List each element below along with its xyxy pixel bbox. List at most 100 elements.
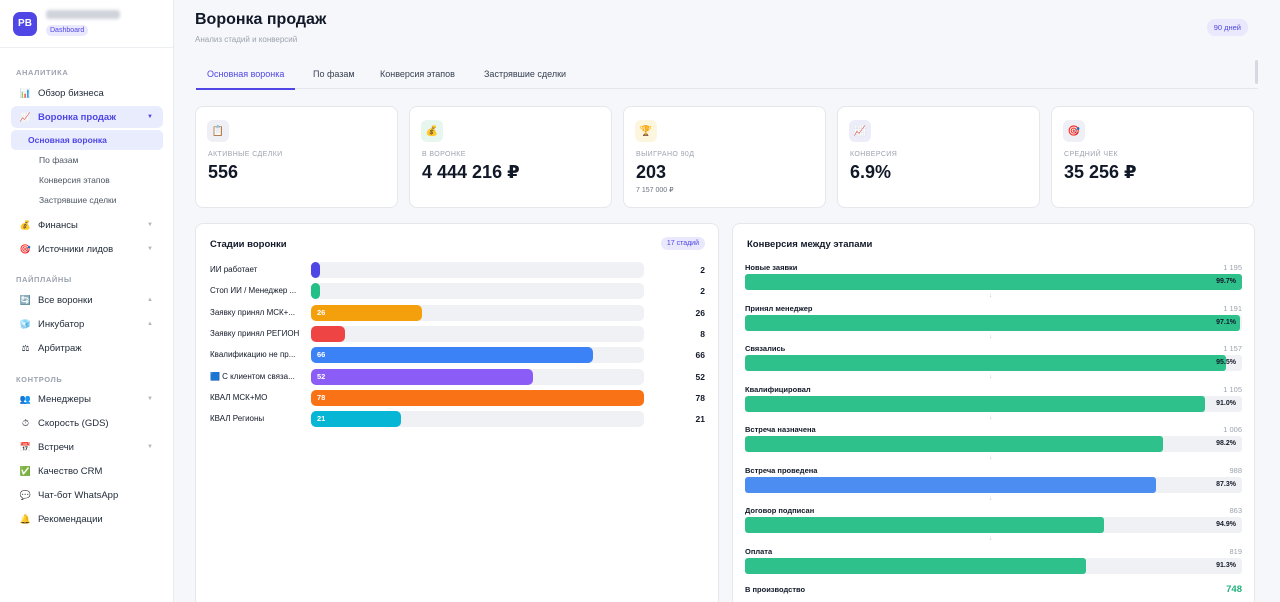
sidebar-item-managers[interactable]: 👥 Менеджеры ▼: [11, 388, 163, 410]
stage-bar: [311, 262, 320, 278]
conversion-row[interactable]: Встреча назначена 1 006 98.2% ↓: [745, 425, 1242, 465]
sidebar-item-business-overview[interactable]: 📊 Обзор бизнеса: [11, 82, 163, 104]
sidebar-item-label: Качество CRM: [38, 465, 103, 477]
stage-label: Квалификацию не пр...: [210, 350, 296, 360]
conversion-row[interactable]: Принял менеджер 1 191 97.1% ↓: [745, 304, 1242, 344]
target-icon: 🎯: [1063, 120, 1085, 142]
chevron-icon: ▼: [147, 246, 153, 252]
conversion-stage-count: 1 191: [1223, 303, 1242, 313]
conversion-percent: 94.9%: [1216, 521, 1236, 528]
conversion-bar: [745, 476, 1156, 493]
sidebar-subitem-main-funnel[interactable]: Основная воронка: [11, 130, 163, 150]
page-subtitle: Анализ стадий и конверсий: [195, 35, 298, 44]
conversion-bar-track: [745, 314, 1242, 331]
stage-row[interactable]: ИИ работает 2: [210, 262, 705, 278]
stage-count: 8: [700, 328, 705, 339]
brand-logo: PB: [13, 11, 37, 36]
conversion-percent: 97.1%: [1216, 318, 1236, 326]
sidebar-item-meetings[interactable]: 📅 Встречи ▼: [11, 436, 163, 458]
tab-scrollbar[interactable]: [1255, 60, 1258, 84]
sidebar-item-label: Финансы: [38, 219, 78, 231]
stage-row[interactable]: КВАЛ МСК+МО 78 78: [210, 389, 705, 406]
conversion-stage-count: 819: [1229, 546, 1242, 556]
kpi-value: 6.9%: [850, 162, 892, 182]
sidebar-item-whatsapp-bot[interactable]: 💬 Чат-бот WhatsApp: [11, 484, 163, 506]
stage-row[interactable]: 🟦 С клиентом связа... 52 52: [210, 368, 705, 385]
money-bag-icon: 💰: [19, 219, 32, 230]
sidebar-item-finance[interactable]: 💰 Финансы ▼: [11, 214, 163, 236]
stage-bar-track: 26: [311, 304, 644, 321]
chat-icon: 💬: [19, 489, 32, 500]
conversion-title: Конверсия между этапами: [747, 239, 873, 250]
conversion-panel: Конверсия между этапами Новые заявки 1 19…: [732, 223, 1255, 602]
sidebar-subitem-stuck-deals[interactable]: Застрявшие сделки: [39, 195, 117, 205]
conversion-percent: 91.0%: [1216, 399, 1236, 407]
conversion-bar: [745, 355, 1227, 371]
arrow-down-icon: ↓: [989, 333, 992, 340]
stage-bar-track: 52: [311, 368, 644, 385]
trend-icon: 📈: [19, 111, 32, 122]
sidebar-item-arbitrage[interactable]: ⚖ Арбитраж: [11, 337, 163, 359]
conversion-row[interactable]: Договор подписан 863 94.9% ↓: [745, 506, 1242, 546]
period-button[interactable]: 90 дней: [1206, 19, 1248, 36]
stage-bar-track: [311, 262, 644, 278]
tab-phases[interactable]: По фазам: [313, 69, 355, 79]
sidebar-subitem-phases[interactable]: По фазам: [39, 155, 79, 165]
conversion-stage-count: 1 157: [1223, 344, 1242, 353]
conversion-stage-count: 863: [1229, 506, 1242, 515]
sidebar-item-speed-gds[interactable]: ⏱ Скорость (GDS): [11, 412, 163, 434]
stage-count: 66: [695, 350, 705, 361]
sidebar-item-label: Воронка продаж: [38, 111, 116, 123]
conversion-row[interactable]: Квалифицировал 1 105 91.0% ↓: [745, 385, 1242, 425]
sidebar-item-label: Арбитраж: [38, 342, 82, 354]
target-icon: 🎯: [19, 243, 32, 254]
kpi-label: В ВОРОНКЕ: [422, 151, 466, 158]
tab-stage-conversion[interactable]: Конверсия этапов: [380, 69, 455, 79]
chart-icon: 📊: [19, 87, 32, 98]
kpi-label: АКТИВНЫЕ СДЕЛКИ: [208, 151, 283, 158]
sidebar-item-crm-quality[interactable]: ✅ Качество CRM: [11, 460, 163, 482]
conversion-bar-track: [745, 557, 1242, 574]
sidebar-item-label: Рекомендации: [38, 513, 103, 525]
stage-bar: 66: [311, 347, 593, 364]
conversion-bar-track: [745, 476, 1242, 493]
stage-bar-track: [311, 325, 644, 342]
stage-row[interactable]: Стоп ИИ / Менеджер ... 2: [210, 283, 705, 300]
conversion-stage-name: Новые заявки: [745, 263, 798, 272]
conversion-bar: [745, 395, 1205, 412]
kpi-card-avg-check: 🎯 СРЕДНИЙ ЧЕК 35 256 ₽: [1051, 106, 1254, 208]
conversion-stage-count: 1 195: [1223, 263, 1242, 272]
tab-stuck-deals[interactable]: Застрявшие сделки: [484, 69, 567, 79]
stage-count: 52: [695, 371, 705, 382]
stage-count: 78: [695, 392, 705, 403]
brand-name-blurred: [46, 10, 120, 19]
sidebar-item-recommendations[interactable]: 🔔 Рекомендации: [11, 508, 163, 530]
stages-panel: Стадии воронки 17 стадий ИИ работает 2 Сто…: [195, 223, 719, 602]
stage-count: 2: [700, 265, 705, 275]
sidebar-item-all-funnels[interactable]: 🔄 Все воронки ▲: [11, 289, 163, 311]
conversion-row[interactable]: Связались 1 157 95.5% ↓: [745, 344, 1242, 384]
brand-header: PB Dashboard: [0, 0, 173, 48]
sidebar-item-sales-funnel[interactable]: 📈 Воронка продаж ▼: [11, 106, 163, 128]
stage-label: КВАЛ МСК+МО: [210, 392, 268, 402]
sidebar-subitem-stage-conversion[interactable]: Конверсия этапов: [39, 175, 110, 185]
sidebar-item-lead-sources[interactable]: 🎯 Источники лидов ▼: [11, 238, 163, 260]
sidebar-item-label: Скорость (GDS): [38, 417, 109, 429]
stage-row[interactable]: КВАЛ Регионы 21 21: [210, 411, 705, 428]
conversion-row[interactable]: Новые заявки 1 195 99.7% ↓: [745, 263, 1242, 303]
stage-row[interactable]: Заявку принял МСК+... 26 26: [210, 304, 705, 321]
stage-count: 26: [695, 307, 705, 318]
stage-bar: 21: [311, 411, 401, 428]
stage-row[interactable]: Квалификацию не пр... 66 66: [210, 347, 705, 364]
final-stage-name: В производство: [745, 585, 806, 594]
kpi-label: ВЫИГРАНО 90Д: [636, 151, 695, 158]
stage-label: КВАЛ Регионы: [210, 414, 265, 424]
stage-label: ИИ работает: [210, 265, 258, 274]
conversion-row[interactable]: Оплата 819 91.3%: [745, 547, 1242, 587]
dashboard-badge: Dashboard: [46, 25, 89, 36]
conversion-row[interactable]: Встреча проведена 988 87.3% ↓: [745, 466, 1242, 506]
sidebar-item-incubator[interactable]: 🧊 Инкубатор ▲: [11, 313, 163, 335]
stage-row[interactable]: Заявку принял РЕГИОН 8: [210, 325, 705, 342]
conversion-percent: 95.5%: [1216, 359, 1236, 366]
tab-main-funnel[interactable]: Основная воронка: [195, 69, 296, 90]
